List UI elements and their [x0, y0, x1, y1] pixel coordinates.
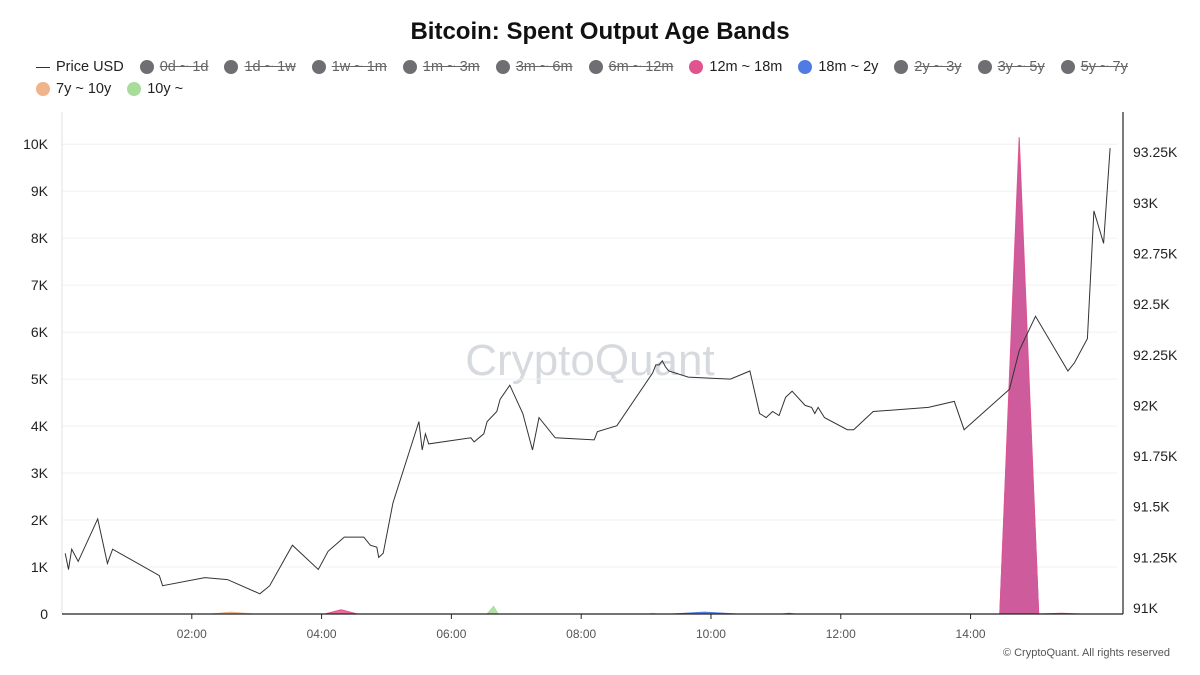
legend-item[interactable]: Price USD	[36, 58, 124, 76]
legend-label: 18m ~ 2y	[818, 59, 879, 75]
legend-dot-marker	[798, 60, 813, 74]
legend-label: 6m ~ 12m	[608, 59, 674, 75]
right-axis-tick-label: 91.75K	[1133, 448, 1178, 464]
chart-legend: Price USD 0d ~ 1d 1d ~ 1w 1w ~ 1m 1m ~ 3m 3m …	[36, 58, 1176, 98]
right-axis-tick-label: 91.5K	[1133, 499, 1170, 515]
x-axis-tick-label: 02:00	[177, 627, 207, 641]
legend-label: 12m ~ 18m	[709, 59, 783, 75]
copyright-footer: © CryptoQuant. All rights reserved	[1002, 647, 1170, 659]
watermark-text: CryptoQuant	[465, 336, 714, 385]
x-axis-tick-label: 12:00	[826, 627, 856, 641]
legend-item[interactable]: 3y ~ 5y	[977, 58, 1045, 76]
legend-dot-marker	[224, 60, 239, 74]
legend-item[interactable]: 7y ~ 10y	[36, 80, 111, 98]
left-axis-tick-label: 1K	[31, 559, 49, 575]
legend-dot-marker	[311, 60, 326, 74]
x-axis-tick-label: 10:00	[696, 627, 726, 641]
legend-dot-marker	[1060, 60, 1075, 74]
axes: 0 1K 2K 3K 4K 5K 6K 7K 8K 9K 10K 91K 91.25K 91.5K 91.7…	[23, 112, 1178, 641]
legend-dot-marker	[495, 60, 510, 74]
legend-label: 3m ~ 6m	[515, 59, 573, 75]
legend-item[interactable]: 5y ~ 7y	[1060, 58, 1128, 76]
legend-label: Price USD	[56, 59, 124, 75]
legend-item[interactable]: 10y ~	[127, 80, 183, 98]
legend-dot-marker	[36, 82, 50, 96]
legend-item[interactable]: 1d ~ 1w	[224, 58, 296, 76]
left-axis-tick-label: 0	[40, 606, 48, 622]
right-axis-tick-label: 92.5K	[1133, 296, 1170, 312]
left-axis-tick-label: 3K	[31, 465, 49, 481]
legend-item[interactable]: 3m ~ 6m	[495, 58, 573, 76]
left-axis-tick-label: 4K	[31, 418, 49, 434]
x-axis-tick-label: 08:00	[566, 627, 596, 641]
legend-label: 0d ~ 1d	[159, 59, 209, 75]
left-axis-tick-label: 7K	[31, 277, 49, 293]
right-axis-tick-label: 91K	[1133, 600, 1159, 616]
right-axis-tick-label: 93.25K	[1133, 144, 1178, 160]
legend-item[interactable]: 12m ~ 18m	[689, 58, 782, 76]
legend-label: 10y ~	[147, 81, 184, 97]
legend-label: 1d ~ 1w	[244, 59, 296, 75]
legend-label: 2y ~ 3y	[914, 59, 962, 75]
chart-title: Bitcoin: Spent Output Age Bands	[410, 18, 790, 45]
legend-dot-marker	[977, 60, 992, 74]
price-line-series	[64, 148, 1111, 595]
right-axis-tick-label: 91.25K	[1133, 549, 1178, 565]
legend-dot-marker	[689, 60, 704, 74]
right-axis-tick-label: 92K	[1133, 397, 1159, 413]
legend-dot-marker	[588, 60, 603, 74]
legend-label: 7y ~ 10y	[56, 81, 112, 97]
left-axis-tick-label: 10K	[23, 136, 49, 152]
legend-label: 5y ~ 7y	[1080, 59, 1128, 75]
legend-line-marker	[36, 66, 50, 68]
right-axis-tick-label: 93K	[1133, 195, 1159, 211]
x-axis-tick-label: 04:00	[307, 627, 337, 641]
x-axis-tick-label: 14:00	[956, 627, 986, 641]
price-usd-line	[64, 148, 1111, 595]
legend-dot-marker	[402, 60, 417, 74]
legend-label: 3y ~ 5y	[997, 59, 1045, 75]
legend-item[interactable]: 1m ~ 3m	[402, 58, 480, 76]
legend-item[interactable]: 1w ~ 1m	[311, 58, 387, 76]
left-axis-tick-label: 6K	[31, 324, 49, 340]
right-axis-tick-label: 92.25K	[1133, 347, 1178, 363]
right-axis-tick-label: 92.75K	[1133, 245, 1178, 261]
legend-item[interactable]: 18m ~ 2y	[798, 58, 878, 76]
x-axis-tick-label: 06:00	[436, 627, 466, 641]
left-axis-tick-label: 9K	[31, 183, 49, 199]
legend-dot-marker	[139, 60, 154, 74]
legend-item[interactable]: 6m ~ 12m	[588, 58, 674, 76]
legend-label: 1m ~ 3m	[422, 59, 480, 75]
legend-label: 1w ~ 1m	[331, 59, 387, 75]
legend-dot-marker	[894, 60, 909, 74]
legend-dot-marker	[127, 82, 142, 96]
left-axis-tick-label: 8K	[31, 230, 49, 246]
legend-item[interactable]: 2y ~ 3y	[894, 58, 962, 76]
grid-lines	[62, 143, 1117, 568]
legend-item[interactable]: 0d ~ 1d	[139, 58, 209, 76]
left-axis-tick-label: 2K	[31, 512, 49, 528]
left-axis-tick-label: 5K	[31, 371, 49, 387]
